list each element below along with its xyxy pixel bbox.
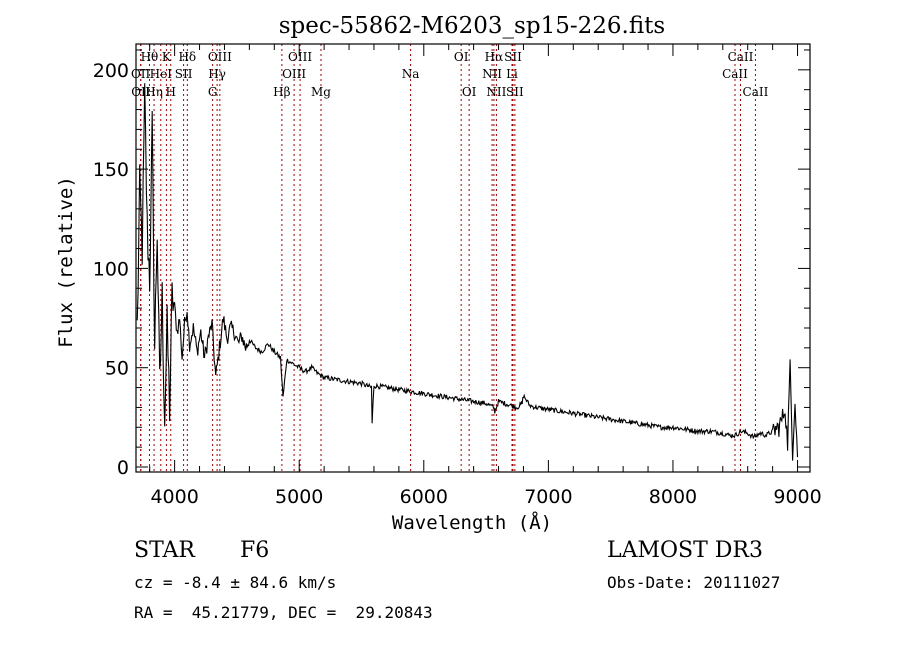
x-tick-label: 7000 xyxy=(524,486,572,508)
y-tick-label: 150 xyxy=(93,159,129,181)
x-tick-label: 8000 xyxy=(649,486,697,508)
y-tick-label: 50 xyxy=(105,358,129,380)
spectral-line-label: Hα xyxy=(485,50,504,64)
spectral-line-label: Hη xyxy=(145,85,163,99)
spectral-line-label: Hγ xyxy=(208,67,226,81)
coordinates-text: RA = 45.21779, DEC = 29.20843 xyxy=(134,603,433,622)
y-tick-label: 200 xyxy=(93,60,129,82)
spectral-line-label: CaII xyxy=(728,50,754,64)
spectrum-line xyxy=(136,83,799,461)
spectral-line-label: OIII xyxy=(282,67,306,81)
spectral-line-label: Hδ xyxy=(178,50,196,64)
spectral-line-label: OI xyxy=(462,85,477,99)
spectral-line-label: Na xyxy=(402,67,420,81)
spectral-line-label: CaII xyxy=(743,85,769,99)
spectral-line-label: K xyxy=(162,50,172,64)
spectral-line-label: Hθ xyxy=(141,50,159,64)
spectral-line-markers xyxy=(140,44,756,472)
spectral-line-label: CaII xyxy=(722,67,748,81)
spectral-line-label: Li xyxy=(506,67,518,81)
spectral-line-label: OIII xyxy=(208,50,232,64)
spectral-line-label: Mg xyxy=(311,85,331,99)
chart-title: spec-55862-M6203_sp15-226.fits xyxy=(279,13,665,39)
survey-name: LAMOST DR3 xyxy=(607,538,763,563)
spectral-line-label: OIII xyxy=(288,50,312,64)
spectral-line-label: SII xyxy=(506,85,524,99)
y-tick-label: 100 xyxy=(93,258,129,280)
spectral-line-label: SII xyxy=(175,67,193,81)
redshift-text: cz = -8.4 ± 84.6 km/s xyxy=(134,573,337,592)
x-tick-label: 9000 xyxy=(773,486,821,508)
obs-date: Obs-Date: 20111027 xyxy=(607,573,781,592)
plot-frame xyxy=(135,43,811,473)
spectral-line-label: OI xyxy=(454,50,469,64)
object-subclass: F6 xyxy=(240,538,270,563)
spectral-line-label: Hβ xyxy=(273,85,290,99)
x-tick-label: 4000 xyxy=(150,486,198,508)
x-tick-label: 6000 xyxy=(400,486,448,508)
spectral-line-label: H xyxy=(166,85,176,99)
spectral-line-label: NII xyxy=(482,67,502,81)
x-axis-title: Wavelength (Å) xyxy=(392,511,552,534)
spectral-line-label: HeI xyxy=(150,67,173,81)
x-tick-label: 5000 xyxy=(275,486,323,508)
object-class: STAR xyxy=(134,538,195,563)
spectrum-series xyxy=(136,83,799,461)
spectral-line-label: G xyxy=(208,85,218,99)
axes: 4000 5000 6000 7000 8000 9000 0 50 100 150 200 xyxy=(93,43,822,508)
y-tick-label: 0 xyxy=(117,457,129,479)
spectral-line-label: NII xyxy=(486,85,506,99)
spectral-line-labels: OIIOIIHθHηHeIKHSIIHδGHγOIIIHβOIIIOIIIMgN… xyxy=(131,50,769,99)
spectral-line-label: OII xyxy=(131,67,151,81)
y-axis-title: Flux (relative) xyxy=(55,176,77,348)
spectral-line-label: SII xyxy=(504,50,522,64)
